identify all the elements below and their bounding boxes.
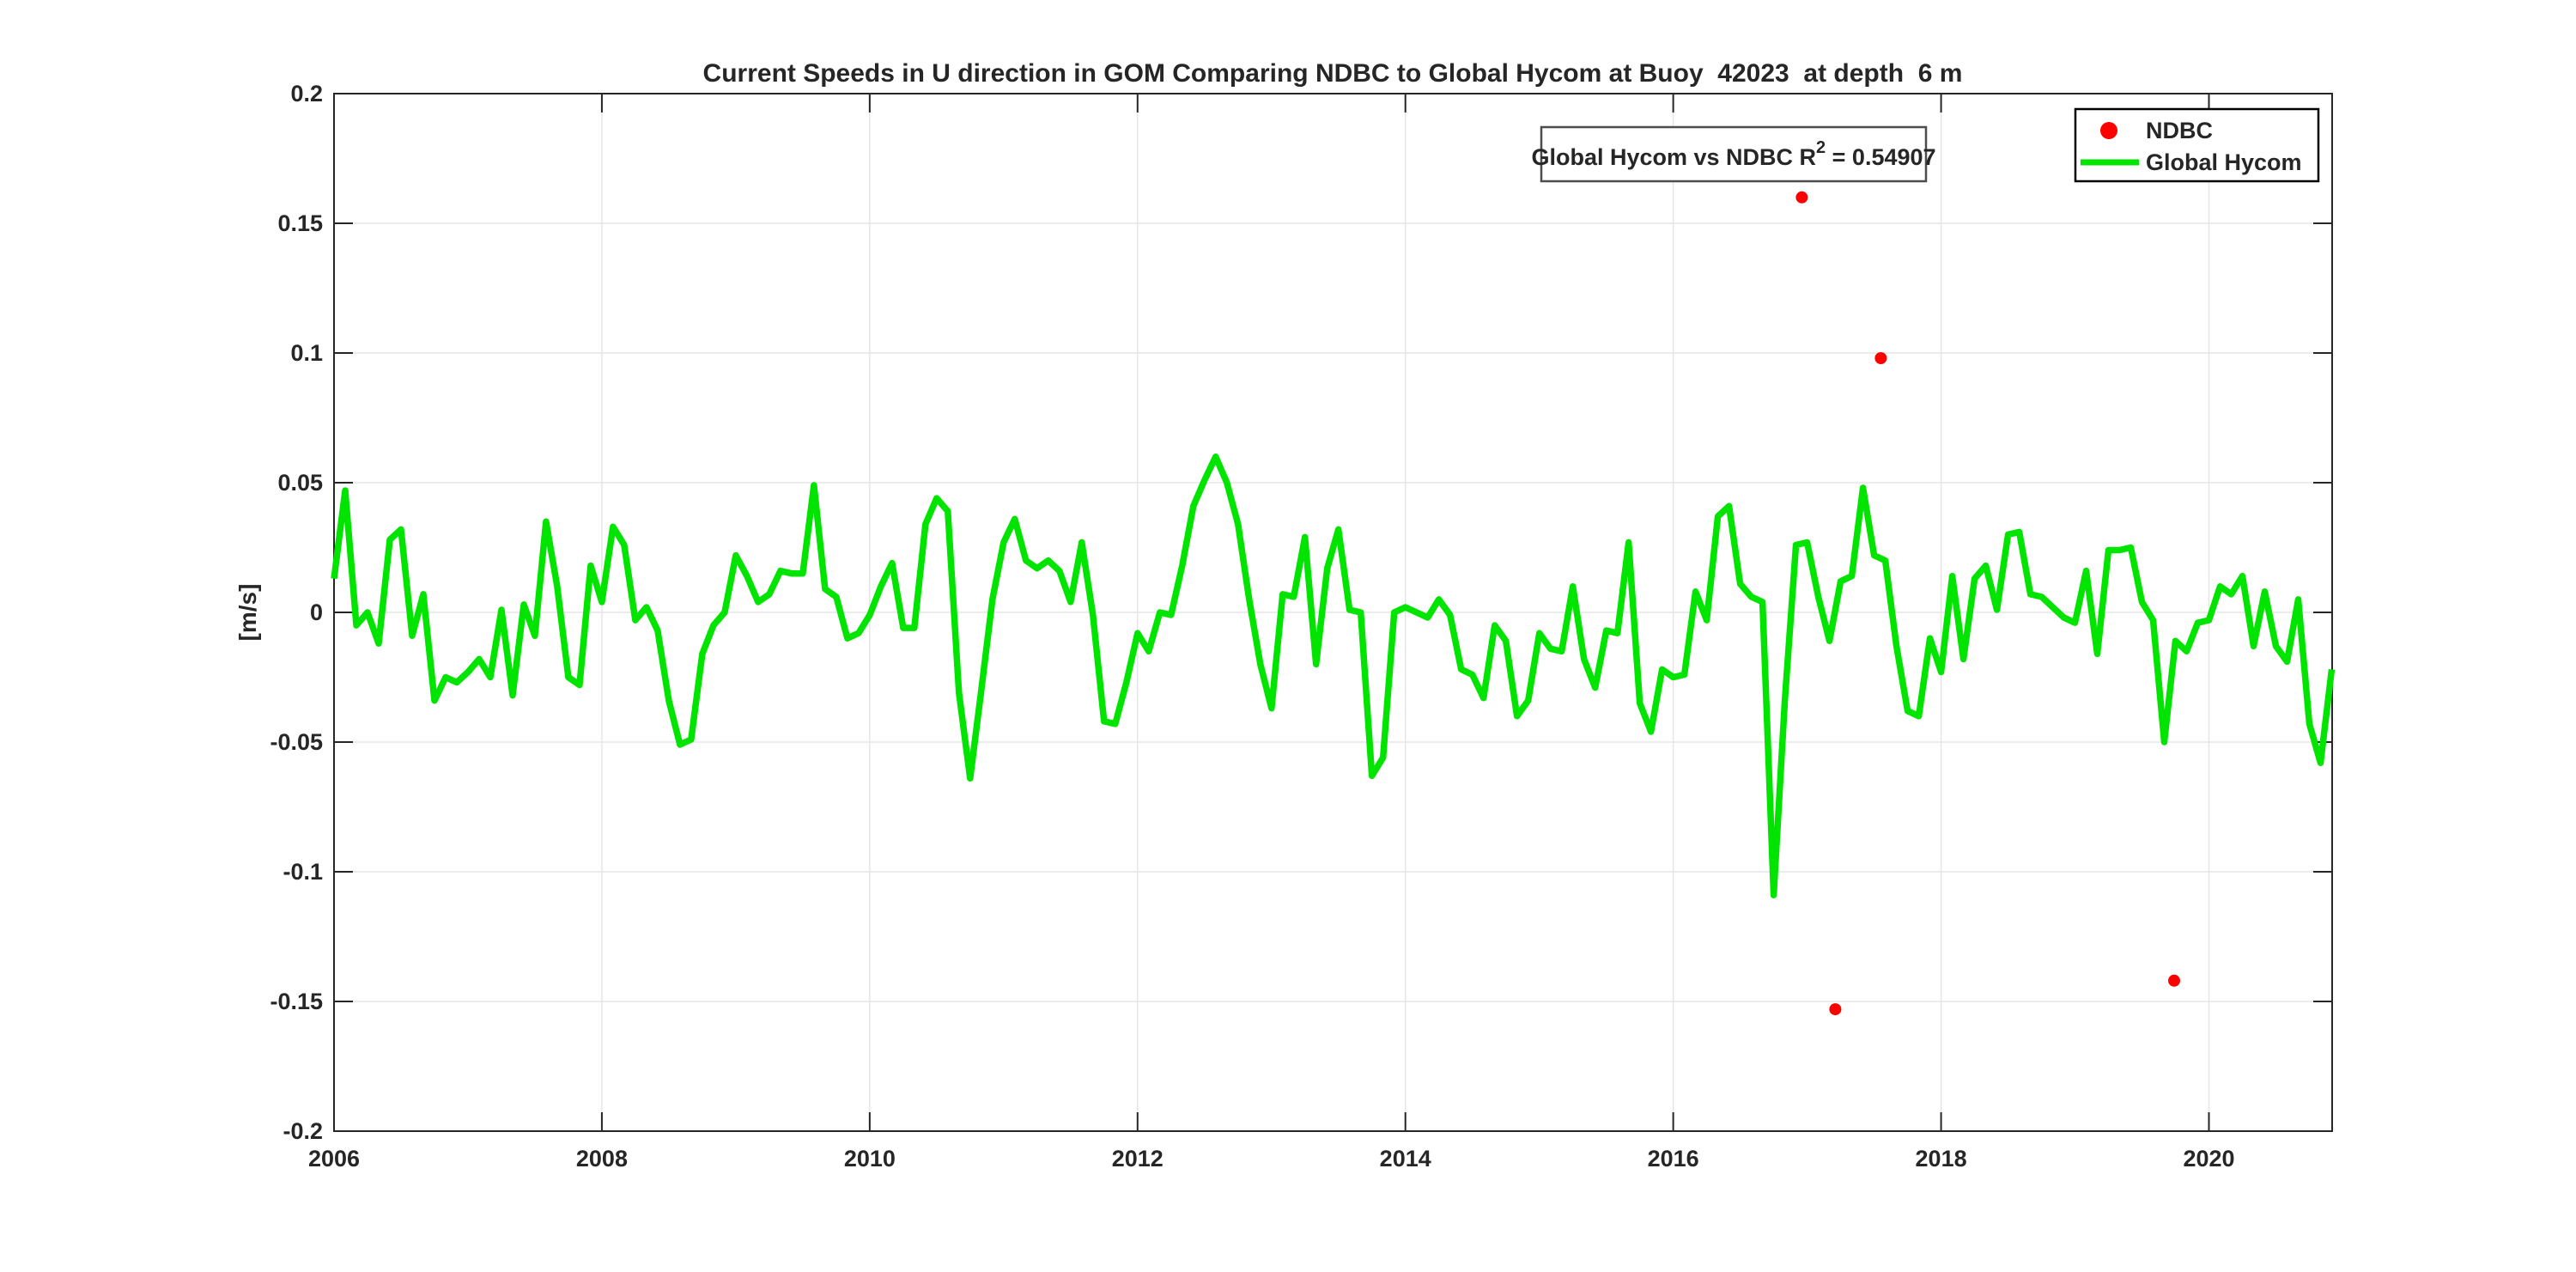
y-tick-label: 0.15: [277, 210, 323, 236]
legend-hycom-label: Global Hycom: [2146, 149, 2302, 175]
x-tick-label: 2018: [1916, 1146, 1967, 1172]
axis-ticks: [333, 93, 2332, 1132]
y-tick-label: -0.1: [283, 859, 323, 885]
x-tick-label: 2014: [1380, 1146, 1431, 1172]
y-axis-label: [m/s]: [234, 584, 261, 642]
y-tick-label: -0.2: [283, 1118, 323, 1144]
y-tick-label: 0.2: [290, 81, 323, 107]
x-tick-label: 2010: [844, 1146, 896, 1172]
ndbc-data-point: [1829, 1003, 1842, 1016]
x-tick-label: 2006: [308, 1146, 360, 1172]
y-tick-label: -0.05: [270, 729, 323, 755]
legend: NDBC Global Hycom: [2074, 107, 2320, 183]
legend-ndbc-label: NDBC: [2146, 118, 2213, 143]
annotation-text: Global Hycom vs NDBC R2 = 0.54907: [1531, 138, 1935, 170]
y-tick-label: 0: [310, 599, 323, 625]
x-tick-label: 2012: [1112, 1146, 1163, 1172]
x-tick-label: 2008: [576, 1146, 628, 1172]
y-tick-label: 0.1: [290, 340, 323, 366]
r-squared-annotation: Global Hycom vs NDBC R2 = 0.54907: [1531, 125, 1936, 183]
axis-tick-labels: 2006 2008 2010 2012 2014 2016 2018 2020 -0.2 -0.1…: [270, 81, 2234, 1172]
legend-box: [2074, 107, 2320, 183]
x-tick-label: 2020: [2183, 1146, 2234, 1172]
ndbc-data-point: [2168, 974, 2180, 987]
data-series: [331, 191, 2336, 1016]
y-tick-label: 0.05: [277, 470, 323, 496]
chart-title: Current Speeds in U direction in GOM Com…: [703, 59, 1963, 88]
x-tick-label: 2016: [1648, 1146, 1699, 1172]
hycom-line-series: [331, 453, 2336, 898]
annotation-box: [1540, 125, 1928, 183]
legend-ndbc-marker-icon: [2100, 122, 2117, 139]
y-tick-label: -0.15: [270, 989, 323, 1014]
ndbc-data-point: [1874, 352, 1887, 364]
ndbc-data-point: [1795, 191, 1808, 204]
